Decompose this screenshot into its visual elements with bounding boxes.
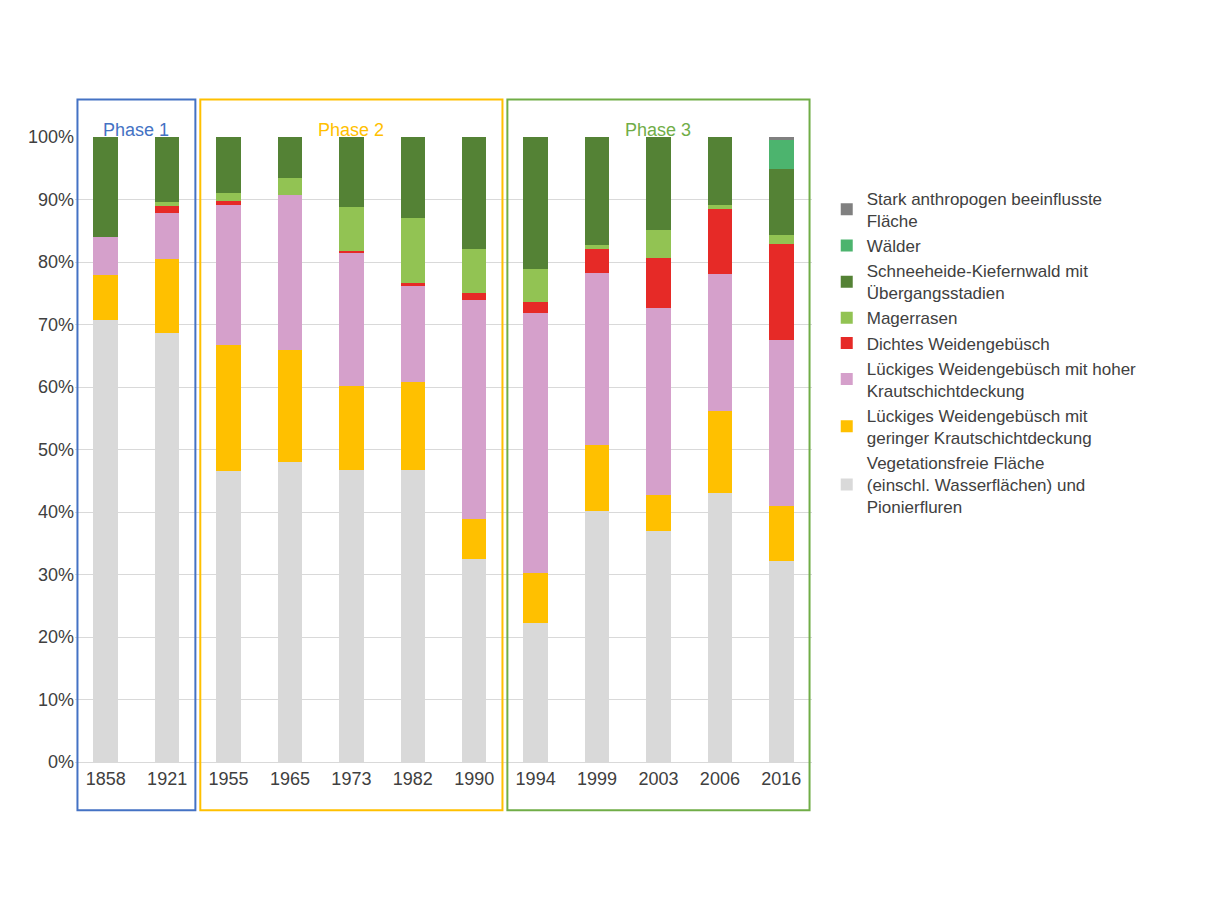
svg-text:70%: 70% — [38, 315, 74, 335]
svg-text:20%: 20% — [38, 627, 74, 647]
svg-text:Schneeheide-Kiefernwald mitÜbe: Schneeheide-Kiefernwald mitÜbergangsstad… — [867, 262, 1088, 303]
svg-text:Phase 3: Phase 3 — [625, 120, 691, 140]
svg-text:Lückiges Weidengebüsch mit hoh: Lückiges Weidengebüsch mit hoherKrautsch… — [867, 360, 1136, 401]
svg-text:1999: 1999 — [577, 769, 617, 789]
svg-text:1921: 1921 — [147, 769, 187, 789]
svg-text:1982: 1982 — [393, 769, 433, 789]
svg-text:2006: 2006 — [700, 769, 740, 789]
svg-text:80%: 80% — [38, 252, 74, 272]
svg-text:50%: 50% — [38, 440, 74, 460]
svg-text:Magerrasen: Magerrasen — [867, 309, 958, 328]
svg-text:40%: 40% — [38, 502, 74, 522]
svg-text:Wälder: Wälder — [867, 237, 921, 256]
svg-text:1973: 1973 — [331, 769, 371, 789]
svg-text:10%: 10% — [38, 690, 74, 710]
svg-text:Lückiges Weidengebüsch mitgeri: Lückiges Weidengebüsch mitgeringer Kraut… — [867, 407, 1092, 448]
svg-text:1994: 1994 — [516, 769, 556, 789]
svg-text:0%: 0% — [48, 752, 74, 772]
svg-text:30%: 30% — [38, 565, 74, 585]
svg-text:1965: 1965 — [270, 769, 310, 789]
svg-text:1858: 1858 — [86, 769, 126, 789]
svg-text:Phase 1: Phase 1 — [103, 120, 169, 140]
svg-text:2003: 2003 — [638, 769, 678, 789]
svg-text:Vegetationsfreie Fläche(einsch: Vegetationsfreie Fläche(einschl. Wasserf… — [867, 454, 1086, 517]
svg-text:2016: 2016 — [761, 769, 801, 789]
svg-text:Dichtes Weidengebüsch: Dichtes Weidengebüsch — [867, 335, 1050, 354]
svg-text:60%: 60% — [38, 377, 74, 397]
svg-text:100%: 100% — [28, 127, 74, 147]
svg-text:1955: 1955 — [209, 769, 249, 789]
svg-text:1990: 1990 — [454, 769, 494, 789]
svg-text:Phase 2: Phase 2 — [318, 120, 384, 140]
svg-text:90%: 90% — [38, 190, 74, 210]
svg-text:Stark anthropogen beeinflusste: Stark anthropogen beeinflussteFläche — [867, 190, 1102, 231]
